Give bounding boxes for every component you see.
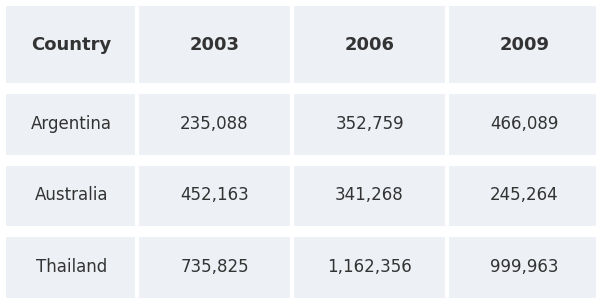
Bar (447, 6, 596, 83)
Text: 735,825: 735,825 (180, 258, 249, 276)
Text: 352,759: 352,759 (335, 115, 404, 133)
Bar (292, 92, 447, 155)
Text: 999,963: 999,963 (491, 258, 558, 276)
Text: 235,088: 235,088 (180, 115, 249, 133)
Bar (447, 164, 596, 226)
Text: 2006: 2006 (344, 36, 395, 54)
Bar (292, 164, 447, 226)
Text: Argentina: Argentina (31, 115, 112, 133)
Bar (6, 92, 137, 155)
Bar (6, 164, 137, 226)
Text: 1,162,356: 1,162,356 (327, 258, 412, 276)
Bar (292, 235, 447, 298)
Bar (137, 235, 292, 298)
Text: 2009: 2009 (499, 36, 550, 54)
Bar (137, 164, 292, 226)
Text: 452,163: 452,163 (180, 186, 249, 204)
Text: 466,089: 466,089 (491, 115, 558, 133)
Bar (292, 6, 447, 83)
Bar (137, 6, 292, 83)
Bar (137, 92, 292, 155)
Bar (6, 235, 137, 298)
Text: 245,264: 245,264 (490, 186, 559, 204)
Text: 341,268: 341,268 (335, 186, 404, 204)
Text: Thailand: Thailand (36, 258, 107, 276)
Bar (447, 235, 596, 298)
Text: Australia: Australia (35, 186, 108, 204)
Bar (447, 92, 596, 155)
Bar (6, 6, 137, 83)
Text: Country: Country (32, 36, 111, 54)
Text: 2003: 2003 (190, 36, 240, 54)
